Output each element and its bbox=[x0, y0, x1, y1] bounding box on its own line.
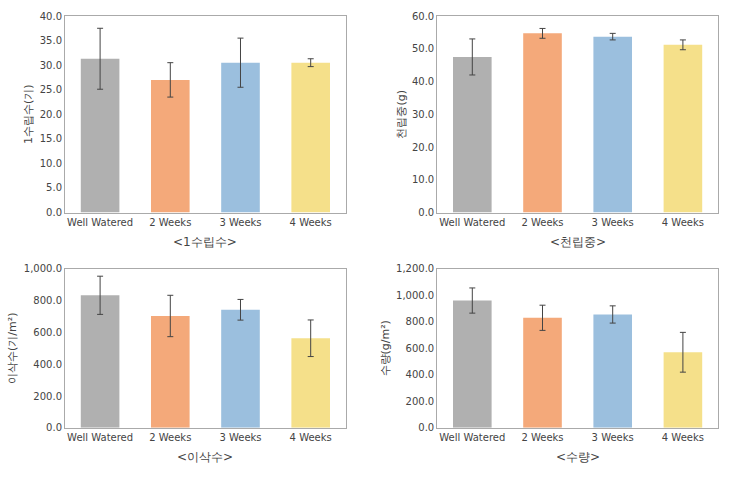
svg-text:800.0: 800.0 bbox=[406, 316, 435, 327]
svg-text:4 Weeks: 4 Weeks bbox=[290, 217, 332, 228]
svg-text:0.0: 0.0 bbox=[418, 422, 434, 433]
svg-text:3 Weeks: 3 Weeks bbox=[592, 217, 634, 228]
svg-text:25.0: 25.0 bbox=[40, 84, 62, 95]
svg-text:10.0: 10.0 bbox=[412, 174, 434, 185]
svg-text:400.0: 400.0 bbox=[406, 369, 435, 380]
svg-text:0.0: 0.0 bbox=[418, 207, 434, 218]
svg-text:4 Weeks: 4 Weeks bbox=[662, 217, 704, 228]
svg-text:Well Watered: Well Watered bbox=[67, 217, 133, 228]
svg-text:<수량>: <수량> bbox=[556, 450, 600, 464]
svg-text:0.0: 0.0 bbox=[46, 207, 62, 218]
svg-text:수량(g/m²): 수량(g/m²) bbox=[379, 320, 392, 376]
svg-text:천립중(g): 천립중(g) bbox=[395, 90, 408, 139]
svg-text:10.0: 10.0 bbox=[40, 158, 62, 169]
svg-text:1,200.0: 1,200.0 bbox=[396, 263, 434, 274]
svg-text:3 Weeks: 3 Weeks bbox=[219, 432, 261, 443]
svg-text:<1수립수>: <1수립수> bbox=[173, 235, 237, 249]
svg-text:1수립수(기): 1수립수(기) bbox=[22, 84, 35, 144]
svg-text:40.0: 40.0 bbox=[412, 76, 434, 87]
svg-text:20.0: 20.0 bbox=[412, 142, 434, 153]
svg-text:4 Weeks: 4 Weeks bbox=[662, 432, 704, 443]
svg-text:Well Watered: Well Watered bbox=[439, 432, 505, 443]
svg-text:40.0: 40.0 bbox=[40, 11, 62, 22]
svg-text:3 Weeks: 3 Weeks bbox=[219, 217, 261, 228]
svg-text:400.0: 400.0 bbox=[33, 359, 62, 370]
svg-text:5.0: 5.0 bbox=[46, 182, 62, 193]
svg-text:2 Weeks: 2 Weeks bbox=[149, 217, 191, 228]
svg-text:35.0: 35.0 bbox=[40, 35, 62, 46]
svg-text:600.0: 600.0 bbox=[33, 327, 62, 338]
svg-text:30.0: 30.0 bbox=[40, 60, 62, 71]
svg-text:200.0: 200.0 bbox=[406, 396, 435, 407]
svg-text:Well Watered: Well Watered bbox=[439, 217, 505, 228]
svg-text:200.0: 200.0 bbox=[33, 391, 62, 402]
svg-text:<천립중>: <천립중> bbox=[550, 235, 606, 249]
svg-text:15.0: 15.0 bbox=[40, 133, 62, 144]
svg-text:1,000.0: 1,000.0 bbox=[396, 290, 434, 301]
svg-text:Well Watered: Well Watered bbox=[67, 432, 133, 443]
svg-text:2 Weeks: 2 Weeks bbox=[149, 432, 191, 443]
svg-text:<이삭수>: <이삭수> bbox=[177, 450, 233, 464]
svg-text:4 Weeks: 4 Weeks bbox=[290, 432, 332, 443]
svg-text:20.0: 20.0 bbox=[40, 109, 62, 120]
svg-text:0.0: 0.0 bbox=[46, 422, 62, 433]
svg-text:800.0: 800.0 bbox=[33, 295, 62, 306]
svg-text:1,000.0: 1,000.0 bbox=[24, 263, 62, 274]
svg-text:이삭수(기/m²): 이삭수(기/m²) bbox=[6, 313, 19, 384]
svg-text:600.0: 600.0 bbox=[406, 343, 435, 354]
svg-text:50.0: 50.0 bbox=[412, 43, 434, 54]
svg-text:60.0: 60.0 bbox=[412, 11, 434, 22]
svg-text:30.0: 30.0 bbox=[412, 109, 434, 120]
svg-text:2 Weeks: 2 Weeks bbox=[521, 217, 563, 228]
svg-text:2 Weeks: 2 Weeks bbox=[521, 432, 563, 443]
svg-text:3 Weeks: 3 Weeks bbox=[592, 432, 634, 443]
